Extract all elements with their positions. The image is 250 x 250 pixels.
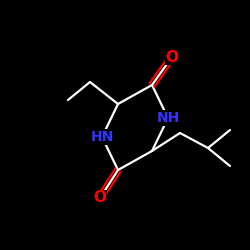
Text: O: O bbox=[94, 190, 106, 206]
Text: HN: HN bbox=[90, 130, 114, 144]
Text: NH: NH bbox=[156, 111, 180, 125]
Text: O: O bbox=[166, 50, 178, 64]
